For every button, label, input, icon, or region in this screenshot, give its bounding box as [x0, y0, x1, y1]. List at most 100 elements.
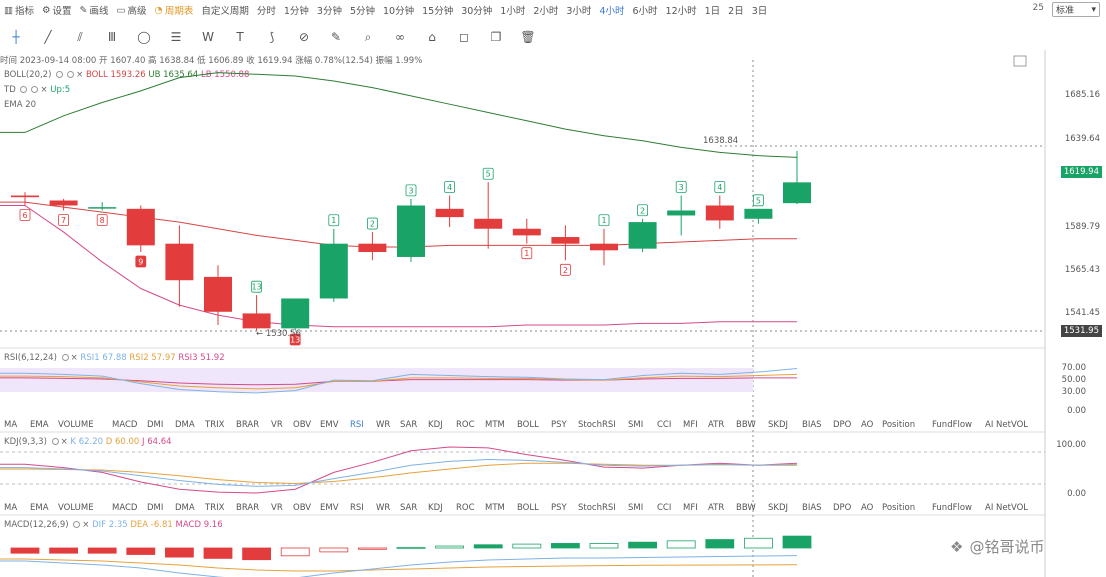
copy-icon[interactable]: ❐ — [490, 30, 502, 44]
topbar-item-12[interactable]: 30分钟 — [457, 3, 496, 17]
lock-icon[interactable]: ⌂ — [428, 30, 436, 44]
eye-icon[interactable] — [56, 71, 64, 78]
indicator-tab-atr[interactable]: ATR — [708, 420, 725, 430]
indicator-tab-dma[interactable]: DMA — [175, 503, 195, 513]
indicator-tab-dpo[interactable]: DPO — [833, 503, 852, 513]
indicator-tab-macd[interactable]: MACD — [112, 503, 138, 513]
indicator-tab-mtm[interactable]: MTM — [485, 503, 505, 513]
indicator-tab-wr[interactable]: WR — [376, 420, 391, 430]
indicator-tab-brar[interactable]: BRAR — [236, 503, 260, 513]
close-icon[interactable]: × — [76, 70, 84, 80]
topbar-item-19[interactable]: 1日 — [701, 3, 725, 17]
indicator-tab-sar[interactable]: SAR — [400, 503, 418, 513]
indicator-tab-mfi[interactable]: MFI — [683, 503, 698, 513]
indicator-tab-stochrsi[interactable]: StochRSI — [578, 503, 616, 513]
close-icon[interactable]: × — [70, 353, 78, 363]
settings-icon[interactable] — [73, 521, 81, 528]
indicator-tab-atr[interactable]: ATR — [708, 503, 725, 513]
topbar-item-21[interactable]: 3日 — [748, 3, 772, 17]
indicator-tab-ao[interactable]: AO — [861, 503, 874, 513]
indicator-tab-bias[interactable]: BIAS — [802, 503, 822, 513]
indicator-tab-ai-netvol[interactable]: AI NetVOL — [985, 503, 1029, 513]
indicator-tab-dma[interactable]: DMA — [175, 420, 195, 430]
indicator-tab-dmi[interactable]: DMI — [147, 503, 164, 513]
topbar-item-14[interactable]: 2小时 — [529, 3, 562, 17]
parallel-line-icon[interactable]: ⫽ — [77, 29, 83, 44]
indicator-tab-rsi[interactable]: RSI — [350, 503, 364, 513]
indicator-tab-brar[interactable]: BRAR — [236, 420, 260, 430]
brush-icon[interactable]: ⟆ — [269, 30, 275, 44]
topbar-item-7[interactable]: 1分钟 — [280, 3, 313, 17]
wave-icon[interactable]: W — [202, 30, 214, 44]
text-icon[interactable]: T — [236, 30, 244, 44]
indicator-tab-roc[interactable]: ROC — [456, 420, 475, 430]
topbar-item-0[interactable]: ▥ 指标 — [0, 3, 38, 18]
indicator-tab-psy[interactable]: PSY — [551, 420, 567, 430]
indicator-tab-stochrsi[interactable]: StochRSI — [578, 420, 616, 430]
indicator-tab-bbw[interactable]: BBW — [736, 503, 756, 513]
indicator-tab-dpo[interactable]: DPO — [833, 420, 852, 430]
topbar-item-3[interactable]: ▭ 高级 — [113, 3, 151, 18]
indicator-tab-ema[interactable]: EMA — [30, 420, 49, 430]
indicator-tab-wr[interactable]: WR — [376, 503, 391, 513]
indicator-tab-obv[interactable]: OBV — [293, 420, 312, 430]
topbar-item-17[interactable]: 6小时 — [628, 3, 661, 17]
indicator-tab-emv[interactable]: EMV — [320, 503, 339, 513]
indicator-tab-mfi[interactable]: MFI — [683, 420, 698, 430]
indicator-tab-skdj[interactable]: SKDJ — [768, 503, 789, 513]
indicator-tab-trix[interactable]: TRIX — [205, 503, 225, 513]
indicator-tab-volume[interactable]: VOLUME — [58, 420, 94, 430]
eraser-icon[interactable]: ⊘ — [298, 30, 310, 44]
magnet-icon[interactable]: ∞ — [395, 30, 405, 44]
topbar-item-5[interactable]: 自定义周期 — [197, 3, 253, 17]
indicator-tab-fundflow[interactable]: FundFlow — [932, 420, 972, 430]
measure-icon[interactable]: ⌕ — [364, 29, 372, 44]
chart-style-select[interactable]: 标准 ▾ — [1052, 2, 1100, 17]
topbar-item-9[interactable]: 5分钟 — [346, 3, 379, 17]
close-icon[interactable]: × — [82, 520, 90, 530]
indicator-tab-position[interactable]: Position — [882, 420, 916, 430]
topbar-item-2[interactable]: ✎ 画线 — [76, 3, 113, 18]
topbar-item-8[interactable]: 3分钟 — [313, 3, 346, 17]
indicator-tab-bias[interactable]: BIAS — [802, 420, 822, 430]
indicator-tab-vr[interactable]: VR — [271, 420, 283, 430]
delete-icon[interactable]: 🗑 — [520, 30, 536, 44]
circle-shape-icon[interactable]: ◯ — [137, 30, 151, 44]
eye-icon[interactable] — [20, 86, 28, 93]
indicator-tab-ma[interactable]: MA — [4, 503, 18, 513]
indicator-tab-fundflow[interactable]: FundFlow — [932, 503, 972, 513]
topbar-item-18[interactable]: 12小时 — [662, 3, 701, 17]
indicator-tab-bbw[interactable]: BBW — [736, 420, 756, 430]
settings-icon[interactable] — [51, 438, 59, 445]
settings-icon[interactable] — [67, 71, 75, 78]
indicator-tab-dmi[interactable]: DMI — [147, 420, 164, 430]
indicator-tab-cci[interactable]: CCI — [657, 503, 672, 513]
topbar-item-1[interactable]: ⚙ 设置 — [38, 3, 76, 18]
topbar-item-13[interactable]: 1小时 — [496, 3, 529, 17]
topbar-item-6[interactable]: 分时 — [253, 3, 280, 17]
indicator-tab-boll[interactable]: BOLL — [517, 503, 539, 513]
indicator-tab-ai-netvol[interactable]: AI NetVOL — [985, 420, 1029, 430]
indicator-tab-smi[interactable]: SMI — [628, 503, 644, 513]
indicator-tab-roc[interactable]: ROC — [456, 503, 475, 513]
fullscreen-icon[interactable] — [1013, 55, 1027, 67]
topbar-item-4[interactable]: ◔ 周期表 — [151, 3, 198, 18]
shape-icon[interactable]: ◻ — [459, 30, 469, 44]
ruler-icon[interactable]: ✎ — [330, 30, 342, 44]
indicator-tab-sar[interactable]: SAR — [400, 420, 418, 430]
indicator-tab-kdj[interactable]: KDJ — [428, 420, 443, 430]
indicator-tab-obv[interactable]: OBV — [293, 503, 312, 513]
indicator-tab-emv[interactable]: EMV — [320, 420, 339, 430]
settings-icon[interactable] — [31, 86, 39, 93]
indicator-tab-smi[interactable]: SMI — [628, 420, 644, 430]
indicator-tab-boll[interactable]: BOLL — [517, 420, 539, 430]
topbar-item-10[interactable]: 10分钟 — [379, 3, 418, 17]
indicator-tab-ao[interactable]: AO — [861, 420, 874, 430]
indicator-tab-kdj[interactable]: KDJ — [428, 503, 443, 513]
topbar-item-15[interactable]: 3小时 — [562, 3, 595, 17]
indicator-tab-position[interactable]: Position — [882, 503, 916, 513]
indicator-tab-trix[interactable]: TRIX — [205, 420, 225, 430]
indicator-tab-macd[interactable]: MACD — [112, 420, 138, 430]
vertical-lines-icon[interactable]: Ⅲ — [107, 30, 117, 44]
